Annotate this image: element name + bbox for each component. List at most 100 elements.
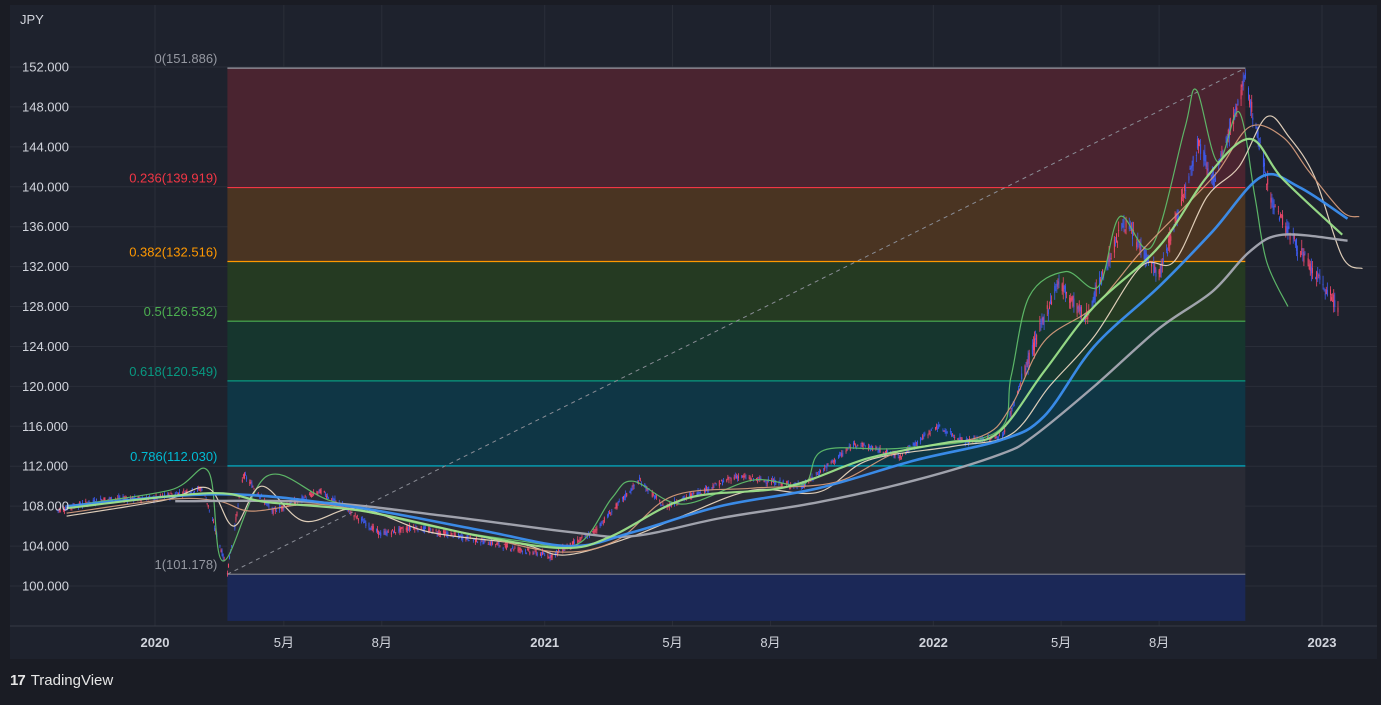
candle-body [998, 434, 1000, 436]
candle-body [1331, 297, 1333, 300]
brand-name: TradingView [30, 672, 114, 689]
candle-body [443, 530, 445, 533]
candle-body [1016, 391, 1018, 393]
candle-body [601, 521, 603, 523]
candle-body [633, 484, 635, 487]
candle-body [1316, 271, 1318, 280]
candle-body [981, 438, 983, 440]
candle-body [964, 441, 966, 444]
candle-body [852, 442, 854, 448]
price-axis[interactable]: 100.000 104.000 108.000 112.000 116.000 120.0… [22, 60, 69, 594]
candle-body [618, 500, 620, 502]
candle-body [387, 530, 389, 533]
candle-body [543, 553, 545, 554]
candle-body [58, 509, 60, 511]
candle-body [830, 462, 832, 463]
candle-body [1309, 263, 1311, 272]
candle-body [749, 477, 751, 480]
candle-body [916, 441, 918, 445]
candle-body [1093, 293, 1095, 303]
candle-body [611, 511, 613, 513]
candle-body [995, 437, 997, 439]
candle-body [661, 504, 663, 506]
candle-body [1295, 238, 1297, 251]
candle-body [1121, 223, 1123, 230]
candle-body [472, 539, 474, 541]
candle-body [957, 438, 959, 440]
candle-body [1200, 144, 1202, 154]
candle-body [323, 491, 325, 493]
candle-body [533, 553, 535, 554]
candle-body [751, 476, 753, 478]
candle-body [283, 507, 285, 509]
candle-body [861, 442, 863, 444]
candle-body [547, 555, 549, 558]
candle-body [229, 555, 231, 560]
candle-body [1333, 294, 1335, 308]
candle-body [415, 526, 417, 528]
candle-body [109, 497, 111, 499]
y-tick-label: 108.000 [22, 499, 69, 514]
candle-body [644, 483, 646, 488]
candle-body [996, 436, 998, 440]
candle-body [638, 477, 640, 480]
candle-body [1069, 297, 1071, 303]
candle-body [477, 541, 479, 543]
candle-body [1145, 253, 1147, 262]
candle-body [1337, 307, 1339, 313]
fib-level-label: 0.236(139.919) [129, 171, 217, 186]
candle-body [1184, 185, 1186, 191]
candle-body [319, 489, 321, 494]
candle-body [1124, 229, 1126, 231]
x-tick-label: 5月 [662, 635, 682, 650]
candle-body [1236, 107, 1238, 111]
candle-body [1102, 269, 1104, 275]
candle-body [391, 529, 393, 531]
candle-body [691, 493, 693, 498]
candle-body [460, 534, 462, 536]
candle-body [577, 539, 579, 543]
candle-body [931, 427, 933, 429]
candle-body [934, 427, 936, 430]
candle-body [571, 541, 573, 545]
fib-zone-fill [227, 261, 1246, 322]
candle-body [752, 478, 754, 480]
x-tick-label: 8月 [1149, 635, 1169, 650]
candle-body [304, 495, 306, 498]
candle-body [410, 527, 412, 529]
candle-body [897, 454, 899, 456]
tradingview-brand[interactable]: 17 TradingView [10, 672, 113, 689]
candle-body [1042, 317, 1044, 322]
candle-body [201, 488, 203, 491]
candle-body [525, 550, 527, 552]
candle-body [728, 479, 730, 481]
candle-body [595, 529, 597, 531]
candle-body [1048, 306, 1050, 309]
candle-body [838, 455, 840, 459]
candle-body [243, 473, 245, 479]
candle-body [1229, 121, 1231, 128]
candle-body [738, 476, 739, 479]
candle-body [781, 483, 783, 486]
candle-body [253, 488, 255, 490]
candle-body [1252, 117, 1254, 120]
candle-body [943, 430, 945, 432]
candle-body [258, 496, 260, 498]
candle-body [961, 439, 963, 441]
candle-body [920, 437, 922, 442]
candle-body [544, 554, 546, 556]
candle-body [1034, 338, 1036, 351]
candle-body [1271, 199, 1273, 201]
candle-body [775, 480, 777, 485]
candle-body [928, 430, 930, 434]
candle-body [1301, 248, 1303, 251]
candle-body [556, 551, 558, 555]
candle-body [1054, 285, 1056, 294]
fibonacci-retracement[interactable]: 0(151.886) 0.236(139.919) 0.382(132.516) 0.… [129, 51, 1246, 621]
time-axis[interactable]: 2020 5月 8月 2021 5月 8月 2022 5月 8月 2023 [10, 625, 1377, 650]
candle-body [1317, 272, 1319, 275]
candle-body [712, 485, 714, 489]
candle-body [505, 544, 507, 550]
candle-body [744, 475, 746, 477]
